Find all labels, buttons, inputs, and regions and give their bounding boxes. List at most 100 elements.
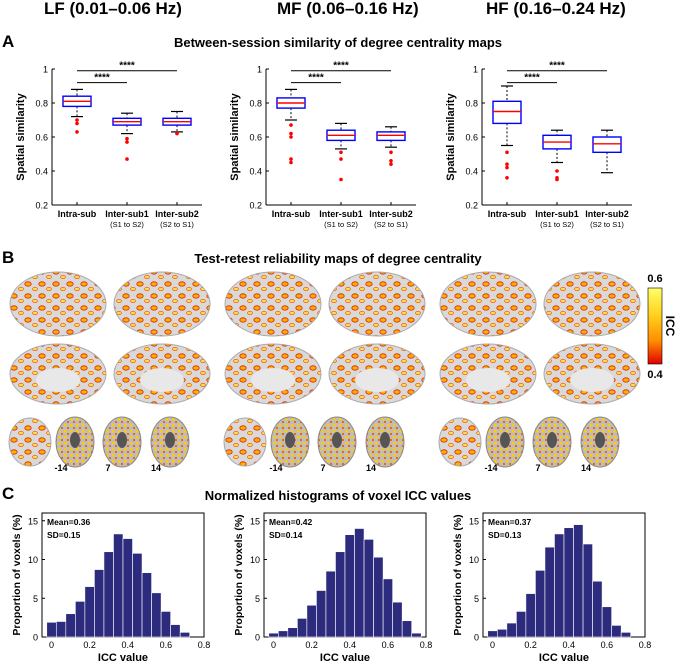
- y-tick-label: 1: [473, 65, 478, 75]
- x-tick-label: Inter-sub1: [319, 209, 363, 219]
- y-axis-label: Proportion of voxels (%): [233, 514, 245, 635]
- histogram-bar: [94, 569, 105, 638]
- box-iqr: [592, 136, 622, 154]
- outlier-point: [389, 162, 393, 166]
- y-tick-label: 5: [33, 594, 38, 604]
- histogram-bar: [601, 606, 612, 638]
- x-tick-label: 0: [49, 640, 54, 650]
- y-tick-label: 0.8: [35, 99, 48, 109]
- band-label-mf: MF (0.06–0.16 Hz): [277, 0, 419, 18]
- section-c-letter: C: [2, 484, 15, 503]
- brain-medial-right-core: [570, 368, 614, 392]
- y-tick-label: 0: [33, 633, 38, 643]
- brain-axial-ventricle: [165, 432, 175, 448]
- x-tick-sublabel: (S2 to S1): [374, 220, 408, 229]
- histogram-bar: [179, 632, 191, 638]
- brain-lateral-right: [543, 271, 641, 337]
- x-tick-label: 0.4: [344, 640, 357, 650]
- y-tick-label: 5: [255, 594, 260, 604]
- histogram-bar: [55, 621, 67, 638]
- y-tick-label: 0.8: [249, 99, 262, 109]
- section-a-title: Between-session similarity of degree cen…: [173, 35, 502, 50]
- histogram-bar: [46, 621, 57, 638]
- brain-lateral-left: [439, 271, 537, 337]
- histogram-bar: [516, 611, 527, 638]
- outlier-point: [389, 150, 393, 155]
- x-tick-sublabel: (S2 to S1): [160, 220, 194, 229]
- y-tick-label: 0.6: [249, 133, 262, 143]
- x-tick-label: Inter-sub1: [535, 209, 579, 219]
- x-tick-label: 0.8: [198, 640, 211, 650]
- y-tick-label: 15: [469, 516, 479, 526]
- outlier-point: [505, 150, 509, 155]
- histogram-bar: [277, 630, 289, 638]
- box-iqr: [492, 100, 522, 125]
- outlier-point: [289, 135, 293, 139]
- histogram-bar: [141, 572, 152, 638]
- outlier-point: [555, 169, 559, 173]
- section-c-title: Normalized histograms of voxel ICC value…: [204, 488, 472, 503]
- y-tick-label: 0.4: [249, 167, 262, 177]
- brain-axial-ventricle: [285, 432, 295, 448]
- histogram-bar: [325, 570, 336, 638]
- brain-medial-left-core: [36, 368, 80, 392]
- box-iqr: [376, 131, 406, 142]
- x-axis-label: ICC value: [98, 652, 148, 664]
- y-tick-label: 0: [474, 633, 479, 643]
- y-tick-label: 5: [474, 594, 479, 604]
- brain-cerebellum: [438, 417, 482, 467]
- outlier-point: [339, 157, 343, 161]
- x-axis-label: ICC value: [539, 652, 589, 664]
- boxplot-row: 0.2 0.4 0.6 0.8 1 Spatial similarity Intra-sub…: [15, 61, 632, 229]
- y-axis-label: Proportion of voxels (%): [11, 514, 23, 635]
- brain-cerebellum: [8, 417, 52, 467]
- brain-axial-ventricle: [380, 432, 390, 448]
- stats-annotation: SD=0.15: [47, 530, 81, 540]
- y-axis-label: Proportion of voxels (%): [452, 514, 464, 635]
- histogram-bar: [306, 604, 317, 638]
- slice-label: 7: [320, 463, 325, 473]
- boxplot-mf: 0.2 0.4 0.6 0.8 1 Spatial similarity Intra-sub…: [229, 61, 416, 229]
- y-tick-label: 0: [255, 633, 260, 643]
- histogram-bar: [582, 543, 593, 638]
- histogram-bar: [363, 539, 374, 638]
- outlier-point: [125, 136, 129, 141]
- histogram-bar: [160, 611, 171, 638]
- slice-label: 7: [535, 463, 540, 473]
- brain-cerebellum: [223, 417, 267, 467]
- x-tick-sublabel: (S1 to S2): [110, 220, 144, 229]
- histogram-bar: [496, 628, 508, 638]
- x-tick-label: Inter-sub2: [585, 209, 629, 219]
- slice-label: 14: [151, 463, 161, 473]
- histogram-bar: [573, 524, 584, 638]
- significance-stars: ****: [333, 61, 349, 72]
- outlier-point: [75, 118, 79, 122]
- histogram-bar: [563, 527, 574, 638]
- histogram-hf: 0 5 10 15 0 0.2 0.4 0.6 0.8 ICC value Proportion o…: [452, 512, 651, 664]
- histogram-bar: [297, 618, 308, 638]
- x-tick-label: Inter-sub2: [155, 209, 199, 219]
- y-tick-label: 15: [250, 516, 260, 526]
- histogram-bar: [122, 538, 133, 638]
- slice-label: -14: [269, 463, 282, 473]
- histogram-bar: [411, 632, 422, 638]
- x-tick-label: 0.2: [524, 640, 537, 650]
- brain-medial-left-core: [251, 368, 295, 392]
- y-tick-label: 0.2: [35, 201, 48, 211]
- x-tick-sublabel: (S1 to S2): [540, 220, 574, 229]
- x-tick-label: 0.8: [420, 640, 433, 650]
- x-tick-sublabel: (S2 to S1): [590, 220, 624, 229]
- brain-axial-ventricle: [547, 432, 557, 448]
- section-b-letter: B: [2, 248, 15, 267]
- section-b-title: Test-retest reliability maps of degree c…: [194, 251, 482, 266]
- x-tick-label: 0.4: [122, 640, 135, 650]
- outlier-point: [75, 121, 79, 126]
- x-tick-label: 0.2: [305, 640, 318, 650]
- x-axis-label: ICC value: [320, 652, 370, 664]
- x-tick-label: Inter-sub2: [369, 209, 413, 219]
- x-tick-label: 0.6: [160, 640, 173, 650]
- histogram-bar: [554, 533, 565, 638]
- colorbar: [647, 287, 663, 365]
- histogram-bar: [525, 593, 536, 638]
- y-axis-label: Spatial similarity: [229, 92, 241, 180]
